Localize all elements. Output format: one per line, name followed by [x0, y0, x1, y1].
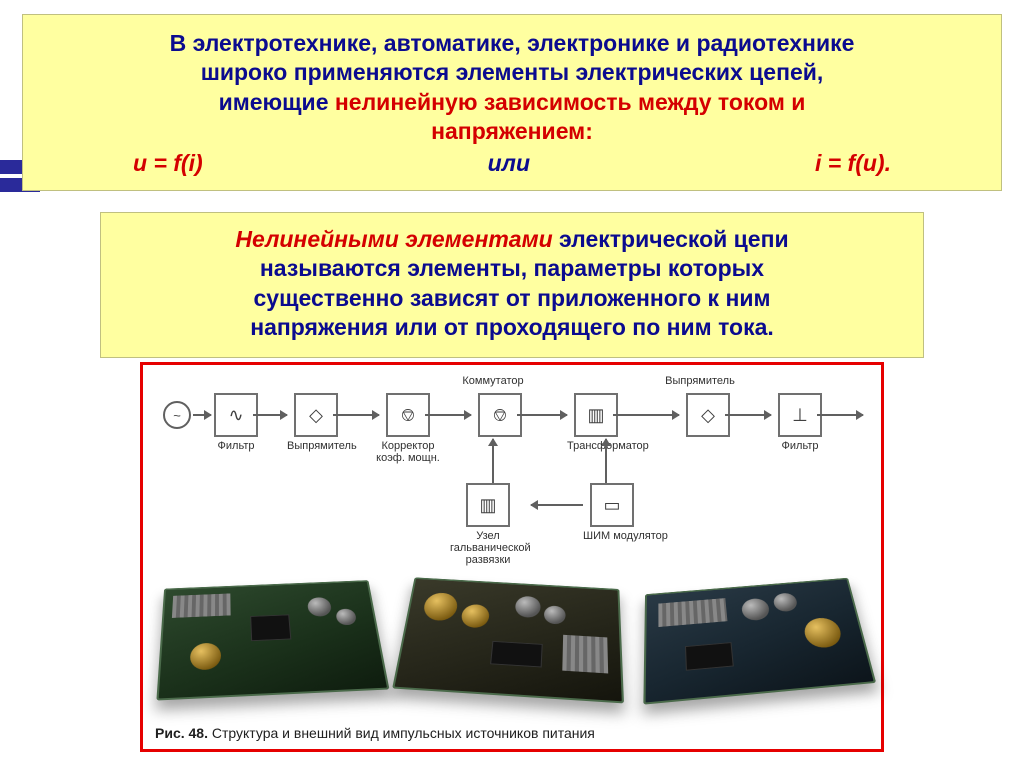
pcb-board: [156, 580, 389, 700]
intro-text: имеющие: [219, 89, 335, 115]
diagram-node-label: Трансформатор: [567, 440, 625, 452]
formula-row: u = f(i) или i = f(u).: [53, 149, 971, 178]
diagram-node-filter1: ∿ Фильтр: [207, 393, 265, 452]
intro-line: В электротехнике, автоматике, электроник…: [53, 29, 971, 58]
formula-mid: или: [488, 149, 530, 178]
diagram-arrow: [253, 414, 287, 416]
diagram-node-symbol: ▥: [574, 393, 618, 437]
diagram-node-symbol: ∿: [214, 393, 258, 437]
intro-line: широко применяются элементы электрически…: [53, 58, 971, 87]
diagram-arrow-vertical: [492, 439, 494, 483]
diagram-top-label: Коммутатор: [453, 375, 533, 387]
pcb-board: [392, 577, 624, 703]
definition-highlight-box: Нелинейными элементами электрической цеп…: [100, 212, 924, 358]
caption-prefix: Рис. 48.: [155, 725, 208, 741]
definition-line: напряжения или от проходящего по ним ток…: [121, 313, 903, 342]
pcb-board: [643, 578, 876, 705]
diagram-arrow: [333, 414, 379, 416]
diagram-node-label: ШИМ модулятор: [583, 530, 641, 542]
block-diagram: ~ Коммутатор Выпрямитель ∿ Фильтр ◇ Выпрями…: [153, 371, 871, 551]
definition-text: электрической цепи: [559, 226, 789, 252]
diagram-node-rect1: ◇ Выпрямитель: [287, 393, 345, 452]
diagram-arrow: [613, 414, 679, 416]
diagram-node-symbol: ⊥: [778, 393, 822, 437]
diagram-node-symbol: ▭: [590, 483, 634, 527]
intro-text-red: нелинейную зависимость между током и: [335, 89, 806, 115]
diagram-arrow-vertical: [605, 439, 607, 483]
figure-48: ~ Коммутатор Выпрямитель ∿ Фильтр ◇ Выпрями…: [140, 362, 884, 752]
pcb-photo-row: [161, 561, 863, 711]
diagram-node-galv: ▥Узел гальванической развязки: [459, 483, 517, 566]
diagram-node-pwm: ▭ ШИМ модулятор: [583, 483, 641, 542]
diagram-node-filter2: ⊥ Фильтр: [771, 393, 829, 452]
diagram-node-label: Выпрямитель: [287, 440, 345, 452]
intro-text-red: напряжением:: [53, 117, 971, 146]
diagram-top-label: Выпрямитель: [655, 375, 745, 387]
definition-line: Нелинейными элементами электрической цеп…: [121, 225, 903, 254]
diagram-node-label: Корректор коэф. мощн.: [370, 440, 446, 464]
caption-text: Структура и внешний вид импульсных источ…: [208, 725, 595, 741]
intro-highlight-box: В электротехнике, автоматике, электроник…: [22, 14, 1002, 191]
diagram-node-pfc: ⎊Корректор коэф. мощн.: [379, 393, 437, 464]
diagram-node-symbol: ⎊: [478, 393, 522, 437]
decor-stripe: [0, 160, 24, 174]
diagram-arrow: [193, 414, 211, 416]
diagram-node-symbol: ◇: [686, 393, 730, 437]
diagram-node-symbol: ▥: [466, 483, 510, 527]
definition-lead-red: Нелинейными элементами: [235, 226, 559, 252]
diagram-node-label: Фильтр: [771, 440, 829, 452]
diagram-node-symbol: ⎊: [386, 393, 430, 437]
formula-left: u = f(i): [133, 149, 203, 178]
diagram-arrow: [517, 414, 567, 416]
diagram-arrow: [725, 414, 771, 416]
ac-source-symbol: ~: [163, 401, 191, 429]
diagram-node-xfmr: ▥ Трансформатор: [567, 393, 625, 452]
formula-right: i = f(u).: [815, 149, 891, 178]
diagram-node-symbol: ◇: [294, 393, 338, 437]
diagram-arrow: [425, 414, 471, 416]
intro-line: имеющие нелинейную зависимость между ток…: [53, 88, 971, 117]
diagram-node-label: Фильтр: [207, 440, 265, 452]
definition-line: существенно зависят от приложенного к ни…: [121, 284, 903, 313]
diagram-arrow: [531, 504, 583, 506]
diagram-arrow: [817, 414, 863, 416]
figure-caption: Рис. 48. Структура и внешний вид импульс…: [155, 725, 595, 741]
definition-line: называются элементы, параметры которых: [121, 254, 903, 283]
